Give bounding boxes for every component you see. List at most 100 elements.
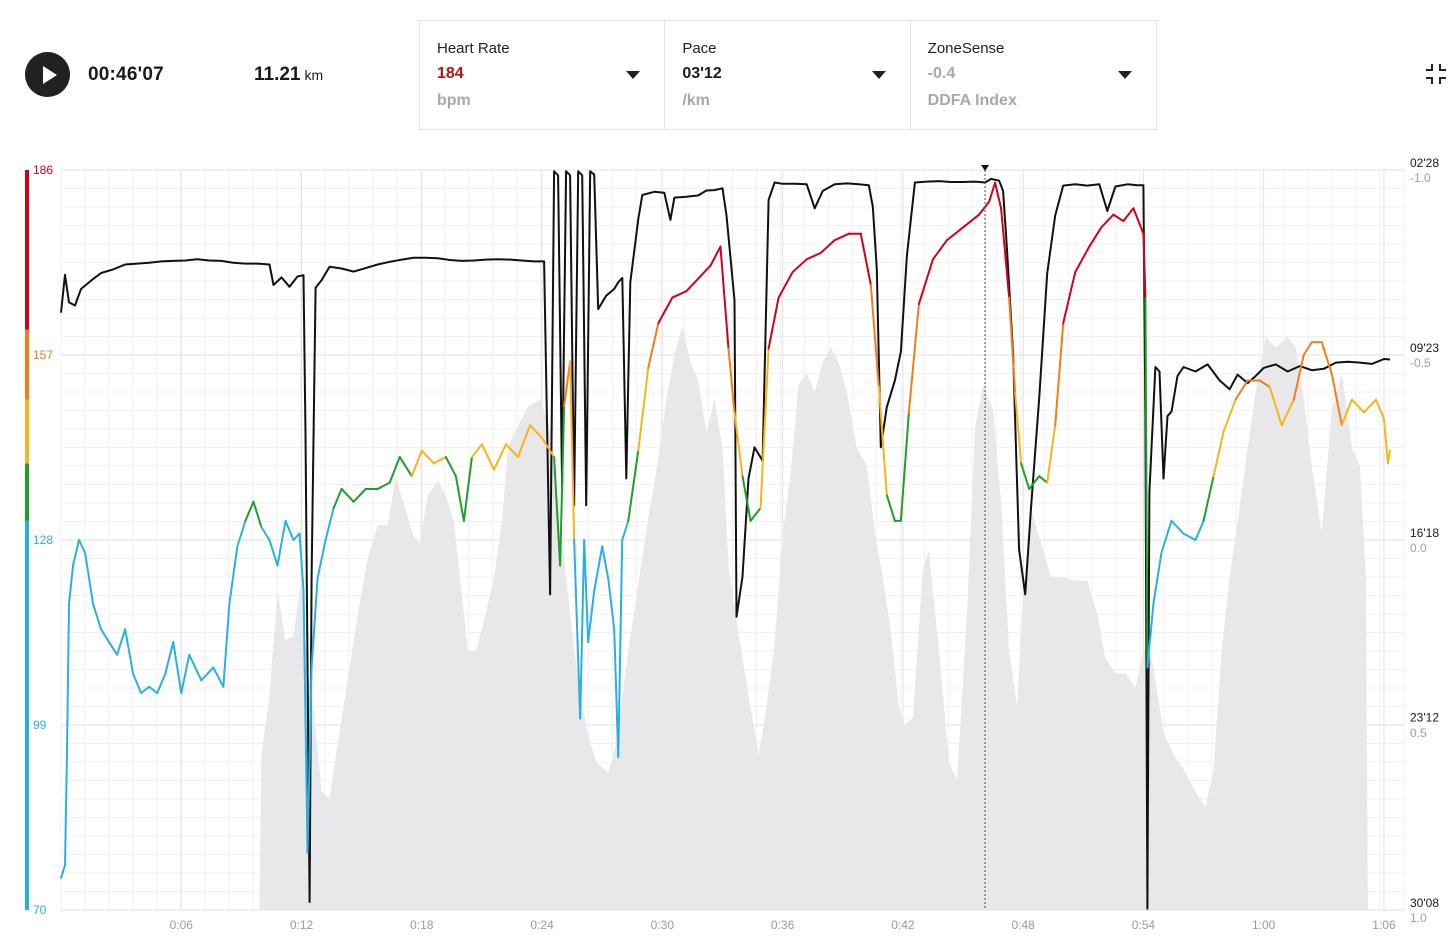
heart-rate-segment [657, 296, 674, 325]
metric-selector-heart-rate[interactable]: Heart Rate 184 bpm [420, 21, 666, 129]
chevron-down-icon[interactable] [626, 71, 641, 79]
heart-rate-segment [72, 539, 81, 567]
collapse-icon[interactable] [1425, 63, 1447, 85]
heart-rate-segment [994, 181, 1003, 210]
hr-tick-label: 157 [33, 348, 53, 362]
heart-rate-segment [172, 641, 183, 695]
heart-rate-segment [68, 564, 75, 605]
heart-rate-segment [1074, 245, 1091, 274]
heart-rate-segment [685, 277, 700, 293]
heart-rate-segment [559, 405, 566, 567]
time-tick-label: 0:48 [1011, 918, 1035, 932]
heart-rate-segment [78, 539, 87, 554]
hr-tick-label: 128 [33, 533, 53, 547]
heart-rate-segment [767, 296, 780, 350]
heart-rate-segment [719, 245, 730, 350]
activity-chart[interactable]: 186 157 128 99 70 0:06 0:12 0:18 0:24 0:30 0:36 0:4… [0, 150, 1456, 947]
heart-rate-segment [541, 436, 556, 459]
pace-line-series [60, 170, 1391, 910]
time-tick-label: 1:00 [1252, 918, 1276, 932]
metric-label: Pace [682, 40, 717, 57]
metric-label: Heart Rate [437, 40, 510, 57]
heart-rate-segment [156, 672, 167, 695]
heart-rate-segment [298, 532, 305, 593]
heart-rate-segment [244, 500, 255, 522]
heart-rate-segment [1122, 207, 1135, 223]
chart-axes: 186 157 128 99 70 0:06 0:12 0:18 0:24 0:30 0:36 0:4… [25, 156, 1439, 932]
heart-rate-segment [140, 685, 151, 695]
heart-rate-segment [1382, 417, 1389, 465]
hr-tick-label: 70 [33, 903, 47, 917]
heart-rate-segment [1280, 398, 1295, 427]
heart-rate-segment [302, 590, 309, 854]
ddfa-tick-label: 0.0 [1410, 541, 1427, 555]
heart-rate-segment [1046, 424, 1057, 484]
heart-rate-segment [727, 347, 736, 414]
heart-rate-segment [1302, 341, 1313, 356]
metric-selector-zonesense[interactable]: ZoneSense -0.4 DDFA Index [911, 21, 1156, 129]
chevron-down-icon[interactable] [1117, 71, 1132, 79]
metric-unit: bpm [437, 92, 471, 109]
heart-rate-segment [268, 539, 279, 567]
heart-rate-segment [593, 545, 604, 593]
ddfa-tick-label: 1.0 [1410, 911, 1427, 925]
chevron-down-icon[interactable] [871, 71, 886, 79]
heart-rate-segment [697, 264, 712, 280]
distance-readout: 11.21 km [254, 64, 323, 86]
heart-rate-segment [1374, 398, 1385, 420]
heart-rate-segment [1062, 271, 1077, 325]
heart-rate-segment [200, 666, 215, 682]
heart-rate-segment [741, 475, 752, 522]
metric-selector-pace[interactable]: Pace 03'12 /km [665, 21, 911, 129]
pace-line [60, 170, 1391, 910]
heart-rate-segment [164, 641, 175, 675]
heart-rate-segment [454, 475, 465, 522]
heart-rate-segment [1054, 322, 1065, 427]
heart-rate-segment [188, 653, 203, 682]
heart-rate-segment [64, 749, 69, 867]
time-cursor[interactable] [981, 165, 990, 910]
heart-rate-segment [1292, 354, 1305, 401]
time-tick-label: 0:06 [170, 918, 194, 932]
heart-rate-segment [791, 258, 808, 274]
heart-rate-segment [1330, 373, 1343, 427]
metric-value: -0.4 [927, 65, 956, 82]
metric-unit: DDFA Index [927, 92, 1017, 109]
heart-rate-segment [1268, 385, 1283, 427]
play-icon [42, 65, 57, 84]
heart-rate-segment [819, 239, 836, 254]
heart-rate-segment [569, 360, 576, 541]
heart-rate-segment [647, 322, 660, 369]
heart-rate-segment [470, 443, 483, 459]
heart-rate-segment [92, 602, 103, 631]
heart-rate-segment [1350, 398, 1365, 414]
heart-rate-segment [988, 181, 997, 203]
heart-rate-segment [1000, 207, 1011, 299]
play-button[interactable] [25, 52, 70, 97]
heart-rate-segment [306, 666, 313, 854]
pace-tick-label: 02'28 [1410, 156, 1439, 170]
heart-rate-segment [869, 283, 880, 388]
heart-rate-segment [805, 251, 822, 261]
heart-rate-segment [276, 519, 287, 567]
heart-rate-segment [671, 290, 688, 299]
time-tick-label: 0:30 [651, 918, 675, 932]
distance-value: 11.21 [254, 64, 301, 85]
metric-selector-panel: Heart Rate 184 bpm Pace 03'12 /km ZoneSe… [419, 20, 1157, 130]
heart-rate-segment [388, 456, 401, 484]
heart-rate-segment [1146, 602, 1155, 669]
heart-rate-segment [627, 449, 640, 522]
time-tick-label: 0:12 [290, 918, 314, 932]
heart-rate-segment [260, 526, 271, 541]
hr-tick-label: 186 [33, 163, 53, 177]
heart-rate-segment [116, 628, 127, 656]
heart-rate-segment [749, 507, 762, 522]
heart-rate-segment [885, 494, 896, 522]
heart-rate-segment [777, 271, 794, 299]
heart-rate-segment [1222, 398, 1237, 433]
heart-rate-segment [978, 200, 991, 216]
heart-rate-segment [899, 411, 910, 522]
heart-rate-segment [1386, 449, 1391, 465]
heart-rate-segment [1132, 207, 1145, 235]
heart-rate-segment [284, 519, 295, 541]
